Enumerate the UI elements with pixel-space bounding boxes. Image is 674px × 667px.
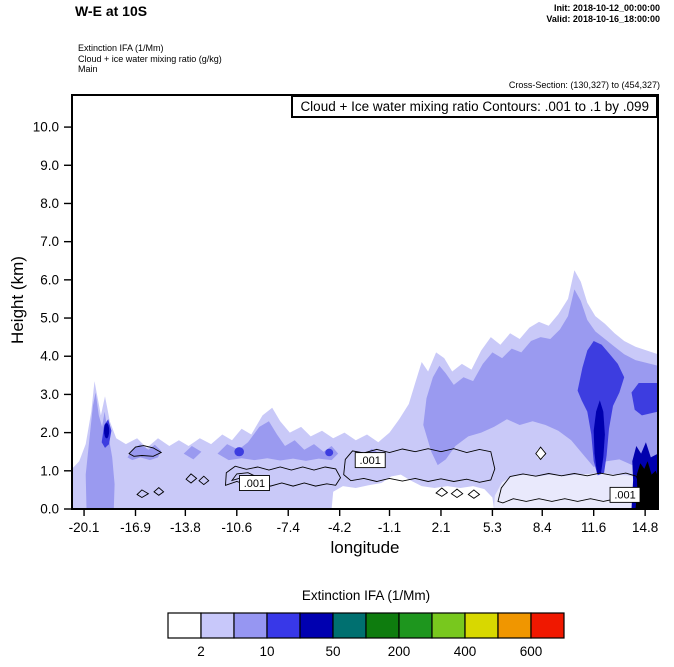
contour-info-box: Cloud + Ice water mixing ratio Contours:…	[291, 95, 658, 118]
clear-notch	[331, 474, 494, 509]
x-tick-label: -4.2	[328, 520, 351, 535]
x-tick-label: -1.1	[378, 520, 401, 535]
cloud-shade-medium-band-2	[183, 446, 202, 460]
contour-label-box	[354, 452, 386, 469]
init-time: Init: 2018-10-12_00:00:00	[553, 3, 660, 13]
contour-labels: .001 .001 .001	[239, 452, 641, 503]
x-tick-label: 11.6	[581, 520, 606, 535]
legend-box-11	[530, 612, 565, 639]
y-tick-label: 7.0	[40, 234, 59, 249]
y-tick-label: 8.0	[40, 196, 59, 211]
legend-box-3	[266, 612, 301, 639]
legend-box-4	[299, 612, 334, 639]
legend-box-10	[497, 612, 532, 639]
cross-section-note: Cross-Section: (130,327) to (454,327)	[508, 80, 660, 90]
clear-speck	[536, 448, 546, 459]
x-axis-label: longitude	[330, 538, 400, 557]
contour-label-box	[239, 475, 270, 491]
axes: -20.1 -16.9 -13.8 -10.6 -7.4 -4.2 -1.1 2.1 5.3 8.…	[33, 94, 659, 535]
contour-label: .001	[244, 478, 265, 490]
legend-title: Extinction IFA (1/Mm)	[301, 588, 431, 603]
mixing-ratio-contour-7	[198, 475, 210, 486]
init-valid-block: Init: 2018-10-12_00:00:00 Valid: 2018-10…	[546, 3, 660, 25]
y-tick-label: 10.0	[33, 120, 59, 135]
mixing-ratio-contour-6	[185, 473, 198, 484]
legend-box-1	[200, 612, 235, 639]
y-tick-label: 9.0	[40, 158, 59, 173]
cloud-shade-medium-band-3	[217, 421, 339, 461]
cloud-shade-medium-left	[85, 392, 115, 509]
page-title: W-E at 10S	[75, 3, 148, 19]
legend-box-5	[332, 612, 367, 639]
cloud-shade-light-main	[72, 270, 658, 509]
x-tick-label: 8.4	[533, 520, 552, 535]
contour-label-box	[609, 486, 641, 503]
y-tick-label: 3.0	[40, 387, 59, 402]
legend-box-8	[431, 612, 466, 639]
mixing-ratio-contour-4	[136, 489, 150, 499]
x-tick-label: -7.4	[277, 520, 301, 535]
x-tick-label: 2.1	[432, 520, 451, 535]
x-tick-label: -10.6	[221, 520, 252, 535]
x-tick-label: -16.9	[120, 520, 151, 535]
legend-colorbar: 2 10 50 200 400 600	[167, 612, 565, 659]
legend-label: 50	[325, 644, 340, 659]
y-axis-label: Height (km)	[8, 256, 27, 344]
legend-box-2	[233, 612, 268, 639]
contour-label: .001	[360, 455, 381, 467]
x-tick-label: 14.8	[632, 520, 658, 535]
field-line-mixing-ratio: Cloud + ice water mixing ratio (g/kg)	[78, 53, 222, 64]
field-line-extinction: Extinction IFA (1/Mm)	[78, 43, 164, 53]
mixing-ratio-contour-2	[343, 448, 496, 483]
dark-core-left	[104, 423, 110, 439]
x-tick-label: -13.8	[170, 520, 201, 535]
mixing-ratio-contour-8	[435, 487, 449, 497]
legend-box-7	[398, 612, 433, 639]
legend-label: 200	[388, 644, 411, 659]
mixing-ratio-contour-12	[128, 445, 163, 457]
mixing-ratio-contour-3	[497, 472, 642, 504]
fill-regions	[72, 270, 658, 509]
y-tick-label: 1.0	[40, 463, 59, 478]
x-tick-label: -20.1	[69, 520, 100, 535]
field-meta-block: Extinction IFA (1/Mm) Cloud + ice water …	[78, 43, 222, 75]
legend-box-6	[365, 612, 400, 639]
legend-label: 10	[259, 644, 274, 659]
y-tick-label: 2.0	[40, 425, 59, 440]
y-tick-label: 5.0	[40, 311, 59, 326]
field-line-domain: Main	[78, 64, 98, 74]
mixing-ratio-contour-9	[450, 488, 464, 499]
mixing-ratio-contour-10	[467, 489, 481, 499]
legend-label: 600	[520, 644, 543, 659]
legend-box-9	[464, 612, 499, 639]
x-tick-label: 5.3	[483, 520, 502, 535]
legend-label: 2	[197, 644, 205, 659]
cloud-shade-darkest-core	[593, 400, 605, 474]
dark-speck-band-1	[234, 447, 244, 457]
mixing-ratio-contour-5	[153, 487, 165, 496]
y-tick-label: 4.0	[40, 349, 59, 364]
mixing-ratio-contour-11	[535, 446, 547, 461]
cloud-shade-dark-right-edge	[631, 383, 658, 416]
y-tick-label: 0.0	[40, 502, 59, 517]
y-tick-label: 6.0	[40, 272, 59, 287]
terrain-wedge	[635, 461, 658, 509]
legend-label: 400	[454, 644, 477, 659]
dark-speck-band-2	[325, 448, 334, 457]
contour-label: .001	[614, 490, 635, 502]
legend-box-0	[167, 612, 202, 639]
valid-time: Valid: 2018-10-16_18:00:00	[546, 14, 660, 24]
